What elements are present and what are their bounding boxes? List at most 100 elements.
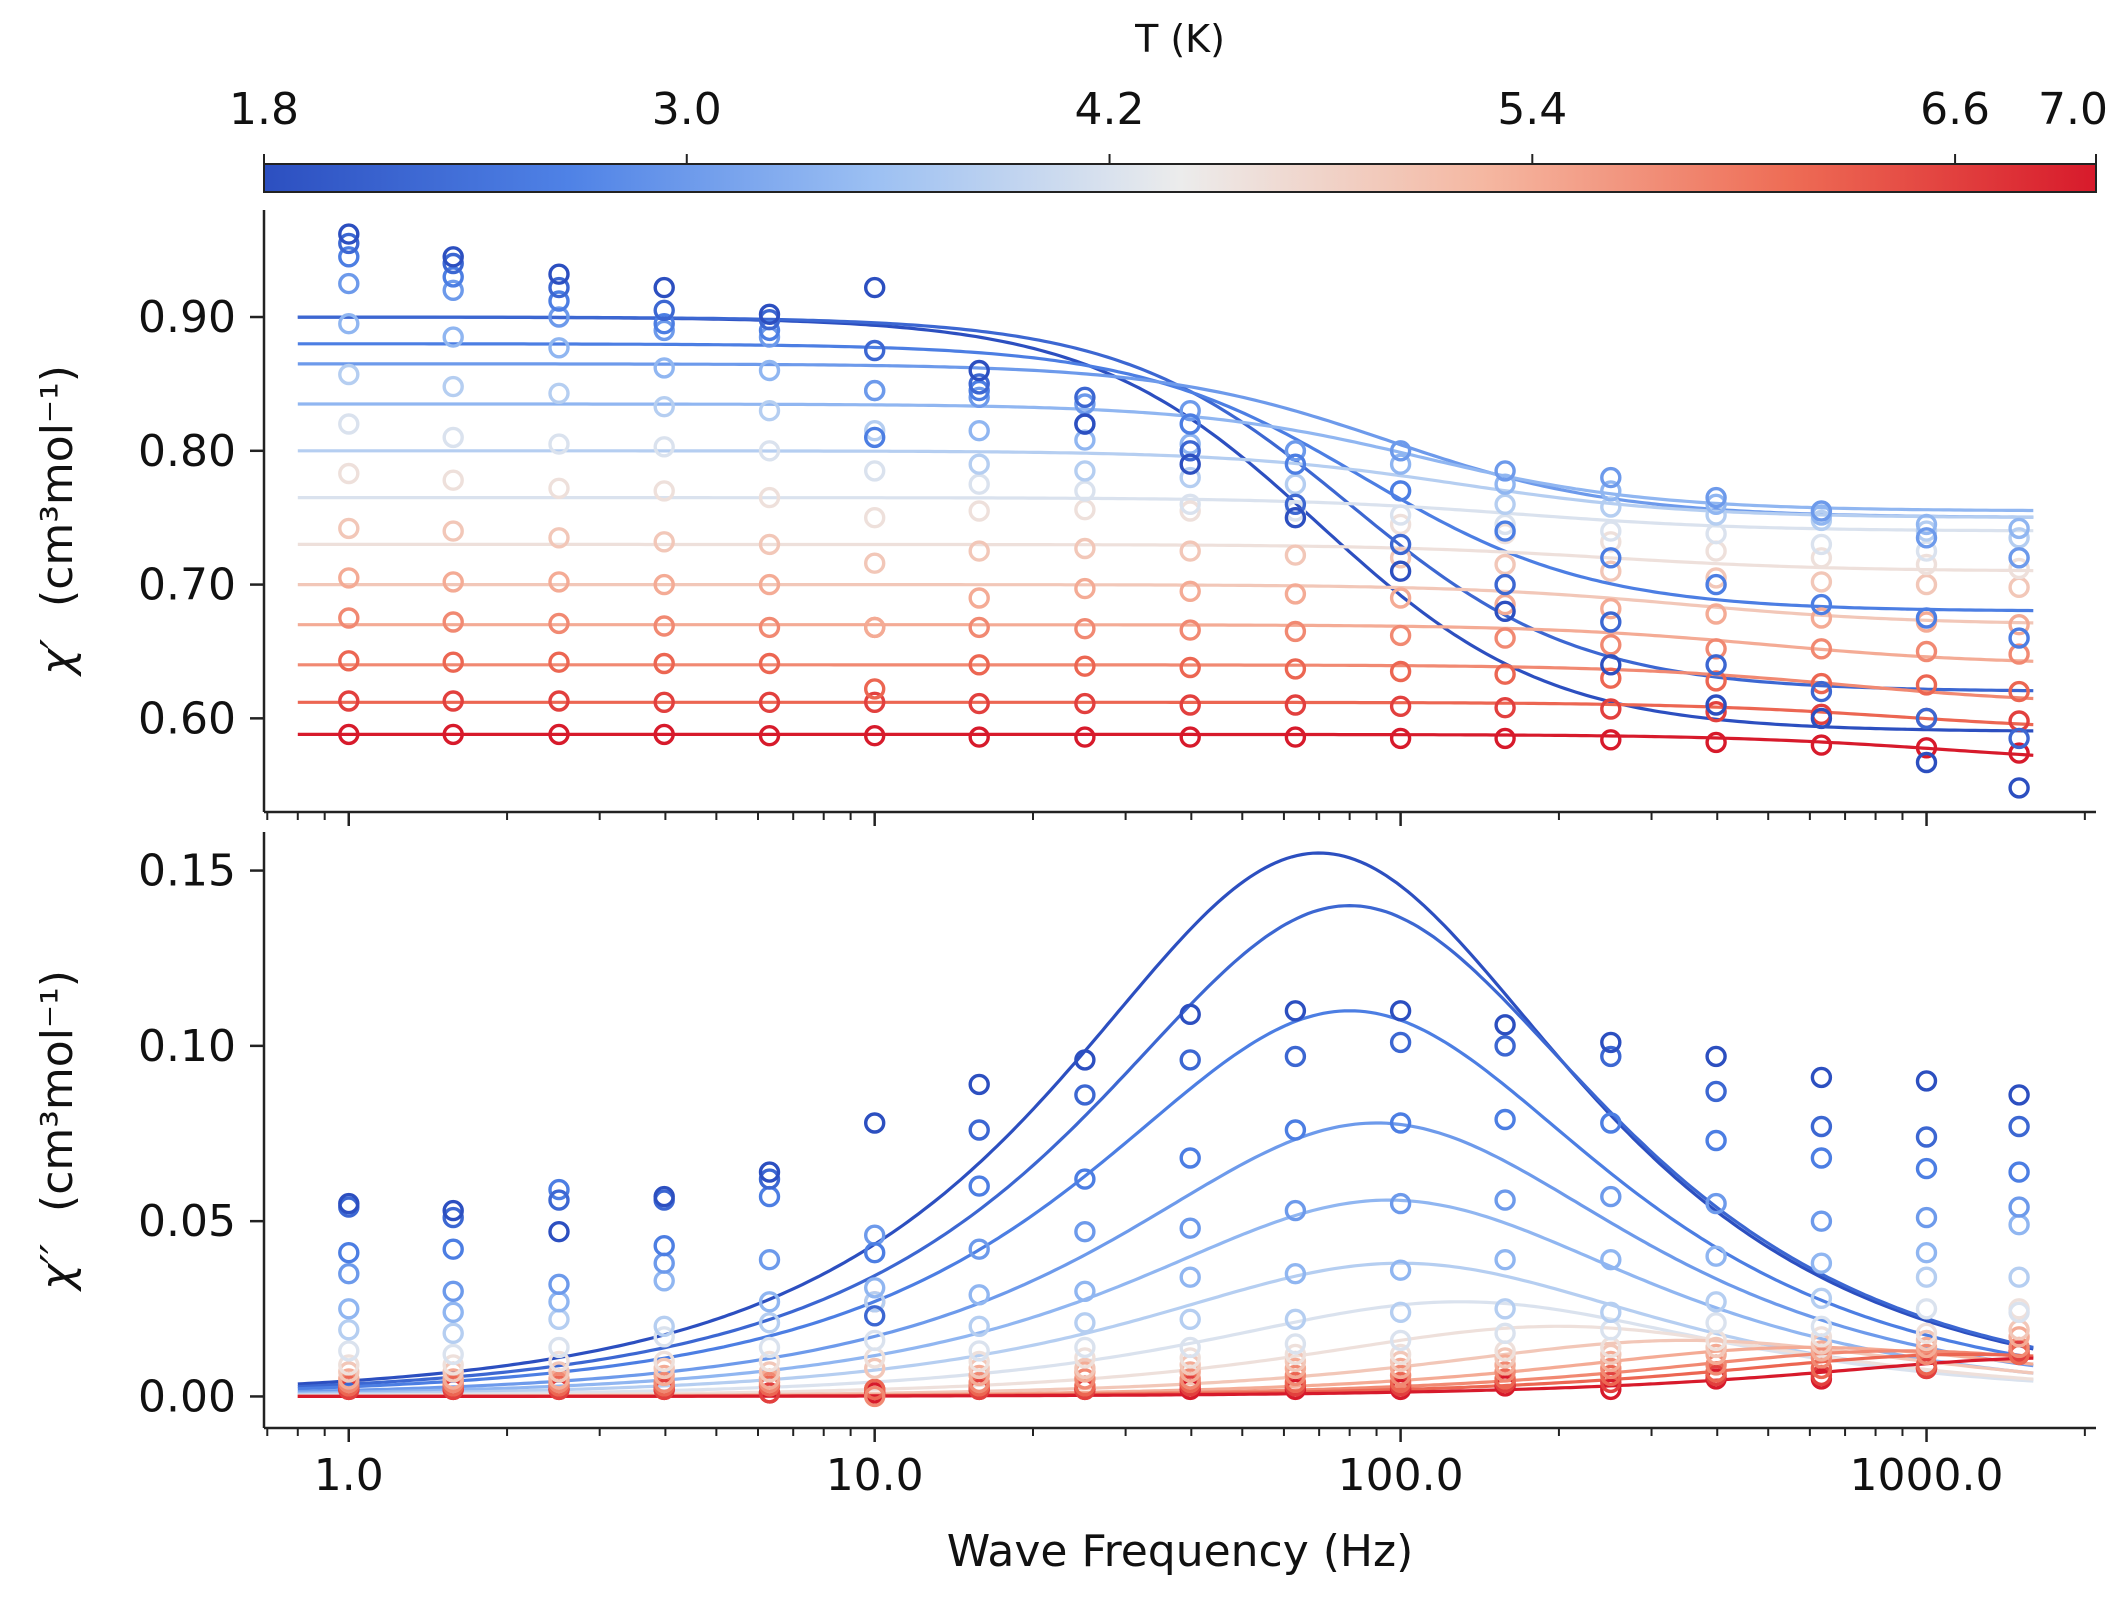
chi-double-prime-point <box>1494 1347 1516 1369</box>
chi-double-prime-point <box>1074 1357 1096 1380</box>
chi-prime-ylabel: χ′ (cm³mol⁻¹) <box>32 365 83 677</box>
chi-prime-point <box>1389 453 1412 475</box>
chi-prime-point <box>1074 413 1096 435</box>
chi-double-prime-point <box>548 1220 570 1243</box>
chi-double-prime-point <box>1284 1357 1307 1380</box>
chi-prime-point <box>338 272 360 295</box>
chi-double-prime-point <box>1810 1115 1833 1138</box>
chi-double-prime-point <box>338 1361 360 1383</box>
chi-prime-point <box>1810 734 1833 756</box>
chi-double-prime-point <box>1494 1108 1516 1131</box>
chi-prime-ylabel-unit: (cm³mol⁻¹) <box>32 365 83 607</box>
chi-prime-point <box>1074 726 1096 748</box>
chi-prime-point <box>2008 742 2030 764</box>
chi-prime-point <box>548 382 570 404</box>
chi-double-prime-point <box>1284 1262 1307 1285</box>
chi-prime-fit-line <box>297 542 2034 573</box>
chi-prime-point <box>338 246 360 268</box>
chi-prime-point <box>2008 614 2030 636</box>
chi-double-prime-point <box>1810 1347 1833 1369</box>
chi-prime-point <box>1600 466 1622 489</box>
chi-prime-point <box>864 276 886 299</box>
chi-prime-point <box>1600 611 1622 633</box>
chi-prime-point <box>1600 729 1622 751</box>
chi-prime-axes: 0.60 0.70 0.80 0.90 <box>138 210 2096 826</box>
chi-prime-point <box>1389 727 1412 750</box>
chi-double-prime-point <box>1705 1336 1727 1359</box>
chi-prime-point <box>2008 710 2030 732</box>
chi-double-prime-point <box>653 1350 675 1373</box>
chi-double-prime-point <box>1074 1168 1096 1190</box>
chi-double-prime-point <box>1600 1248 1622 1271</box>
chi-double-prime-point <box>1074 1220 1096 1243</box>
chi-double-prime-point <box>968 1119 990 1141</box>
chi-prime-point <box>864 339 886 362</box>
chi-double-prime-point <box>864 1305 886 1327</box>
chi-prime-point <box>1600 547 1622 569</box>
chi-prime-point <box>1600 560 1622 582</box>
chi-prime-point <box>1494 727 1516 750</box>
chi-prime-point <box>338 313 360 335</box>
chi-double-prime-point <box>1915 1266 1938 1288</box>
chi-prime-point <box>1915 751 1938 774</box>
chi-double-prime-fit-line <box>297 1356 2034 1399</box>
chi-prime-point <box>1389 440 1412 462</box>
chi-double-prime-point <box>1810 1252 1833 1274</box>
chi-prime-point <box>1600 667 1622 689</box>
chi-double-prime-point <box>1600 1301 1622 1324</box>
chi-prime-point <box>1600 480 1622 502</box>
colorbar-tick-label: 1.8 <box>229 84 299 135</box>
chi-prime-point <box>1389 587 1412 609</box>
chi-double-prime-point <box>758 1361 781 1383</box>
chi-prime-fit-line <box>297 732 2034 757</box>
chi-double-prime-point <box>1915 1070 1938 1092</box>
chi-prime-point <box>442 690 464 712</box>
chi-double-prime-point <box>1389 1357 1412 1380</box>
chi-prime-point <box>1284 473 1307 495</box>
chi-double-prime-point <box>1705 1343 1727 1366</box>
chi-prime-point <box>1705 638 1727 660</box>
chi-prime-point <box>1915 573 1938 596</box>
chi-prime-point <box>1494 493 1516 515</box>
chi-double-prime-fit-lines <box>297 851 2034 1399</box>
chi-prime-point <box>1074 429 1096 451</box>
chi-prime-point <box>968 473 990 495</box>
chi-double-prime-point <box>442 1199 464 1222</box>
chi-prime-point <box>1915 553 1938 576</box>
chi-prime-point <box>1074 577 1096 600</box>
chi-prime-point <box>442 520 464 542</box>
chi-double-prime-fit-line <box>297 851 2034 1386</box>
chi-prime-point <box>1494 627 1516 649</box>
chi-prime-point <box>1600 520 1622 542</box>
chi-double-prime-point <box>1389 1350 1412 1373</box>
chi-prime-point <box>1705 486 1727 509</box>
chi-prime-point <box>1179 400 1201 422</box>
chi-double-prime-point <box>758 1161 781 1183</box>
chi-prime-point <box>864 507 886 529</box>
chi-double-prime-point <box>1389 1192 1412 1215</box>
chi-prime-point <box>864 678 886 700</box>
chi-prime-point <box>653 615 675 637</box>
colorbar-tick-label: 7.0 <box>2038 84 2108 135</box>
chi-prime-point <box>1389 624 1412 647</box>
chi-prime-point <box>1494 473 1516 495</box>
chi-double-prime-point <box>548 1336 570 1359</box>
chi-double-prime-point <box>864 1357 886 1380</box>
x-tick-labels: 1.0 10.0 100.0 1000.0 <box>314 1450 2004 1501</box>
chi-prime-point <box>968 616 990 639</box>
chi-prime-fit-line <box>297 623 2034 663</box>
chi-double-prime-point <box>1705 1129 1727 1152</box>
chi-prime-point <box>338 607 360 629</box>
chi-prime-point <box>1284 620 1307 643</box>
chi-prime-point <box>1284 694 1307 716</box>
chi-prime-point <box>2008 777 2030 799</box>
chi-double-prime-point <box>1600 1112 1622 1134</box>
chi-double-prime-point <box>1284 1343 1307 1366</box>
chi-prime-point <box>1389 480 1412 502</box>
chi-double-prime-point <box>758 1350 781 1373</box>
chi-prime-point <box>548 723 570 746</box>
chi-double-prime-point <box>864 1277 886 1299</box>
chi-double-prime-point <box>758 1382 781 1404</box>
chi-prime-point <box>968 692 990 715</box>
chi-prime-fit-line <box>297 700 2034 727</box>
